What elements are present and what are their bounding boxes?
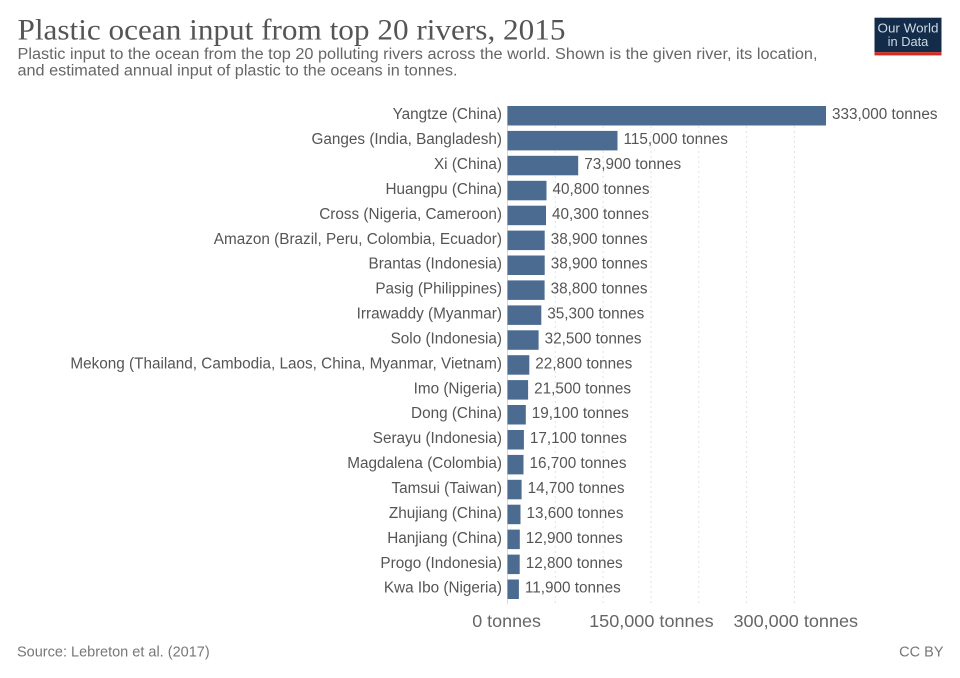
- svg-text:Irrawaddy (Myanmar): Irrawaddy (Myanmar): [357, 306, 502, 323]
- svg-text:0 tonnes: 0 tonnes: [472, 611, 541, 631]
- svg-text:333,000 tonnes: 333,000 tonnes: [832, 106, 938, 123]
- svg-text:Mekong (Thailand, Cambodia, La: Mekong (Thailand, Cambodia, Laos, China,…: [70, 355, 502, 372]
- svg-text:150,000 tonnes: 150,000 tonnes: [589, 611, 714, 631]
- svg-text:14,700 tonnes: 14,700 tonnes: [528, 480, 625, 497]
- svg-text:Progo (Indonesia): Progo (Indonesia): [380, 555, 502, 572]
- svg-text:12,800 tonnes: 12,800 tonnes: [526, 555, 623, 572]
- svg-text:115,000 tonnes: 115,000 tonnes: [624, 131, 729, 148]
- svg-text:Solo (Indonesia): Solo (Indonesia): [391, 331, 502, 348]
- svg-text:Plastic input to the ocean fro: Plastic input to the ocean from the top …: [18, 46, 818, 63]
- svg-text:Imo (Nigeria): Imo (Nigeria): [414, 380, 502, 397]
- svg-text:Dong (China): Dong (China): [411, 405, 502, 422]
- svg-text:Source: Lebreton et al. (2017): Source: Lebreton et al. (2017): [17, 645, 210, 661]
- svg-text:Magdalena (Colombia): Magdalena (Colombia): [347, 455, 502, 472]
- svg-text:Zhujiang (China): Zhujiang (China): [389, 505, 502, 522]
- svg-text:Cross (Nigeria, Cameroon): Cross (Nigeria, Cameroon): [319, 206, 502, 223]
- svg-text:22,800 tonnes: 22,800 tonnes: [535, 355, 632, 372]
- svg-text:Our World: Our World: [878, 20, 939, 35]
- svg-text:13,600 tonnes: 13,600 tonnes: [527, 505, 624, 522]
- svg-text:Tamsui (Taiwan): Tamsui (Taiwan): [391, 480, 502, 497]
- svg-text:21,500 tonnes: 21,500 tonnes: [534, 380, 631, 397]
- svg-text:38,900 tonnes: 38,900 tonnes: [551, 256, 648, 273]
- svg-text:Ganges (India, Bangladesh): Ganges (India, Bangladesh): [312, 131, 503, 148]
- svg-text:Brantas (Indonesia): Brantas (Indonesia): [369, 256, 503, 273]
- svg-text:Pasig (Philippines): Pasig (Philippines): [375, 281, 502, 298]
- svg-text:40,800 tonnes: 40,800 tonnes: [553, 181, 650, 198]
- svg-text:and estimated annual input of: and estimated annual input of plastic to…: [18, 62, 458, 79]
- svg-text:Kwa Ibo (Nigeria): Kwa Ibo (Nigeria): [384, 580, 502, 597]
- svg-text:Yangtze (China): Yangtze (China): [393, 106, 502, 123]
- svg-text:in Data: in Data: [888, 34, 929, 49]
- svg-text:Amazon (Brazil, Peru, Colombia: Amazon (Brazil, Peru, Colombia, Ecuador): [214, 231, 502, 248]
- svg-text:Hanjiang (China): Hanjiang (China): [387, 530, 502, 547]
- svg-text:40,300 tonnes: 40,300 tonnes: [552, 206, 649, 223]
- svg-text:73,900 tonnes: 73,900 tonnes: [584, 156, 681, 173]
- svg-text:12,900 tonnes: 12,900 tonnes: [526, 530, 623, 547]
- svg-text:35,300 tonnes: 35,300 tonnes: [547, 306, 644, 323]
- svg-text:300,000 tonnes: 300,000 tonnes: [734, 611, 859, 631]
- svg-text:16,700 tonnes: 16,700 tonnes: [530, 455, 627, 472]
- svg-text:17,100 tonnes: 17,100 tonnes: [530, 430, 627, 447]
- svg-text:Serayu (Indonesia): Serayu (Indonesia): [373, 430, 502, 447]
- svg-text:19,100 tonnes: 19,100 tonnes: [532, 405, 629, 422]
- svg-text:32,500 tonnes: 32,500 tonnes: [545, 331, 642, 348]
- svg-text:Huangpu (China): Huangpu (China): [386, 181, 503, 198]
- svg-text:11,900 tonnes: 11,900 tonnes: [525, 580, 621, 597]
- svg-text:Plastic ocean input from top 2: Plastic ocean input from top 20 rivers, …: [18, 13, 566, 46]
- svg-text:Xi (China): Xi (China): [434, 156, 502, 173]
- svg-text:38,800 tonnes: 38,800 tonnes: [551, 281, 648, 298]
- svg-text:CC BY: CC BY: [899, 645, 944, 661]
- svg-text:38,900 tonnes: 38,900 tonnes: [551, 231, 648, 248]
